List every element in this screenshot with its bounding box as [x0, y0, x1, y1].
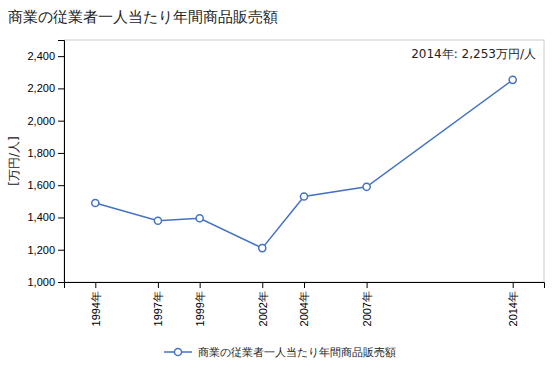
x-tick: 2007年	[361, 282, 373, 326]
x-tick-label: 2014年	[507, 291, 519, 326]
x-tick-mark	[513, 282, 514, 288]
y-tick-label: 1,600	[27, 179, 55, 191]
data-point	[92, 199, 99, 206]
y-tick-label: 2,000	[27, 115, 55, 127]
title: 商業の従業者一人当たり年間商品販売額	[8, 8, 278, 26]
series-group	[92, 76, 517, 251]
x-tick-label: 1997年	[152, 291, 164, 326]
y-tick: 1,200	[27, 244, 64, 256]
y-tick-label: 1,800	[27, 147, 55, 159]
plot: 1,000 1,200 1,400 1,600 1,800 2,000 2,200 2,400…	[27, 40, 544, 326]
x-tick: 2014年	[507, 282, 519, 326]
x-tick-mark	[158, 282, 159, 288]
x-tick-mark	[262, 282, 263, 288]
x-tick: 1997年	[152, 282, 164, 326]
x-tick-mark	[304, 282, 305, 288]
legend: 商業の従業者一人当たり年間商品販売額	[164, 346, 396, 359]
y-tick-mark	[58, 121, 64, 122]
x-tick-label: 1994年	[90, 291, 102, 326]
x-axis-line	[65, 283, 545, 289]
data-point	[300, 193, 307, 200]
data-point	[196, 215, 203, 222]
x-tick-label: 2007年	[361, 291, 373, 326]
x-tick-label: 2004年	[298, 291, 310, 326]
y-tick-mark	[58, 217, 64, 218]
data-point	[154, 217, 161, 224]
y-tick-mark	[58, 88, 64, 89]
y-tick-label: 2,400	[27, 50, 55, 62]
x-tick-label: 1999年	[194, 291, 206, 326]
x-tick-label: 2002年	[257, 291, 269, 326]
y-tick: 2,000	[27, 115, 64, 127]
legend-marker	[174, 348, 181, 355]
chart: 1,000 1,200 1,400 1,600 1,800 2,000 2,200 2,400…	[0, 0, 560, 366]
y-tick: 1,800	[27, 147, 64, 159]
x-tick: 2004年	[298, 282, 310, 326]
y-tick-label: 2,200	[27, 82, 55, 94]
y-axis: 1,000 1,200 1,400 1,600 1,800 2,000 2,200 2,400	[27, 41, 64, 289]
legend-item: 商業の従業者一人当たり年間商品販売額	[164, 346, 396, 359]
x-tick: 1994年	[90, 282, 102, 326]
x-tick-mark	[95, 282, 96, 288]
series-line	[95, 80, 512, 248]
annotation: 2014年: 2,253万円/人	[411, 47, 536, 61]
x-axis: 1994年 1997年 1999年 2002年 2004年 2007年 2014年	[65, 282, 545, 326]
y-tick-label: 1,000	[27, 276, 55, 288]
x-tick: 2002年	[257, 282, 269, 326]
y-tick-mark	[58, 153, 64, 154]
plot-frame	[64, 40, 544, 282]
legend-label: 商業の従業者一人当たり年間商品販売額	[198, 346, 396, 359]
y-tick-mark	[58, 185, 64, 186]
y-tick-label: 1,200	[27, 244, 55, 256]
data-point	[363, 183, 370, 190]
x-tick-mark	[200, 282, 201, 288]
y-tick-mark	[58, 282, 64, 283]
y-tick: 2,400	[27, 50, 64, 62]
y-tick-label: 1,400	[27, 211, 55, 223]
y-tick: 1,000	[27, 276, 64, 288]
y-tick-mark	[58, 250, 64, 251]
x-tick: 1999年	[194, 282, 206, 326]
y-tick-mark	[58, 56, 64, 57]
y-tick: 1,400	[27, 211, 64, 223]
x-tick-mark	[367, 282, 368, 288]
y-tick: 2,200	[27, 82, 64, 94]
y-tick: 1,600	[27, 179, 64, 191]
data-point	[259, 245, 266, 252]
data-point	[509, 76, 516, 83]
y-axis-line	[58, 41, 65, 283]
y-axis-title: [万円/人]	[7, 136, 21, 185]
